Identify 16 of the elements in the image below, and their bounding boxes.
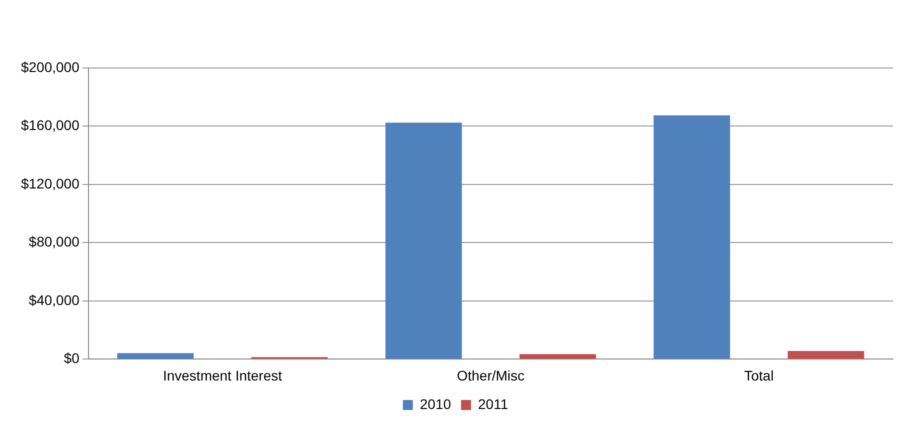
y-tick-label: $200,000 bbox=[20, 58, 80, 75]
y-tick-label: $120,000 bbox=[20, 175, 80, 192]
bar bbox=[117, 353, 194, 359]
bar bbox=[788, 351, 864, 359]
x-tick-label: Other/Misc bbox=[456, 367, 525, 384]
x-tick-label: Total bbox=[744, 367, 774, 384]
bar bbox=[520, 354, 596, 359]
legend-label: 2011 bbox=[478, 396, 508, 412]
bar bbox=[654, 115, 730, 359]
y-tick-label: $80,000 bbox=[28, 234, 80, 250]
x-tick-label: Investment Interest bbox=[162, 367, 282, 384]
legend-label: 2010 bbox=[420, 396, 452, 412]
bar bbox=[385, 122, 462, 359]
y-tick-label: $0 bbox=[64, 350, 80, 366]
y-tick-label: $160,000 bbox=[20, 117, 80, 134]
y-tick-label: $40,000 bbox=[28, 292, 80, 308]
